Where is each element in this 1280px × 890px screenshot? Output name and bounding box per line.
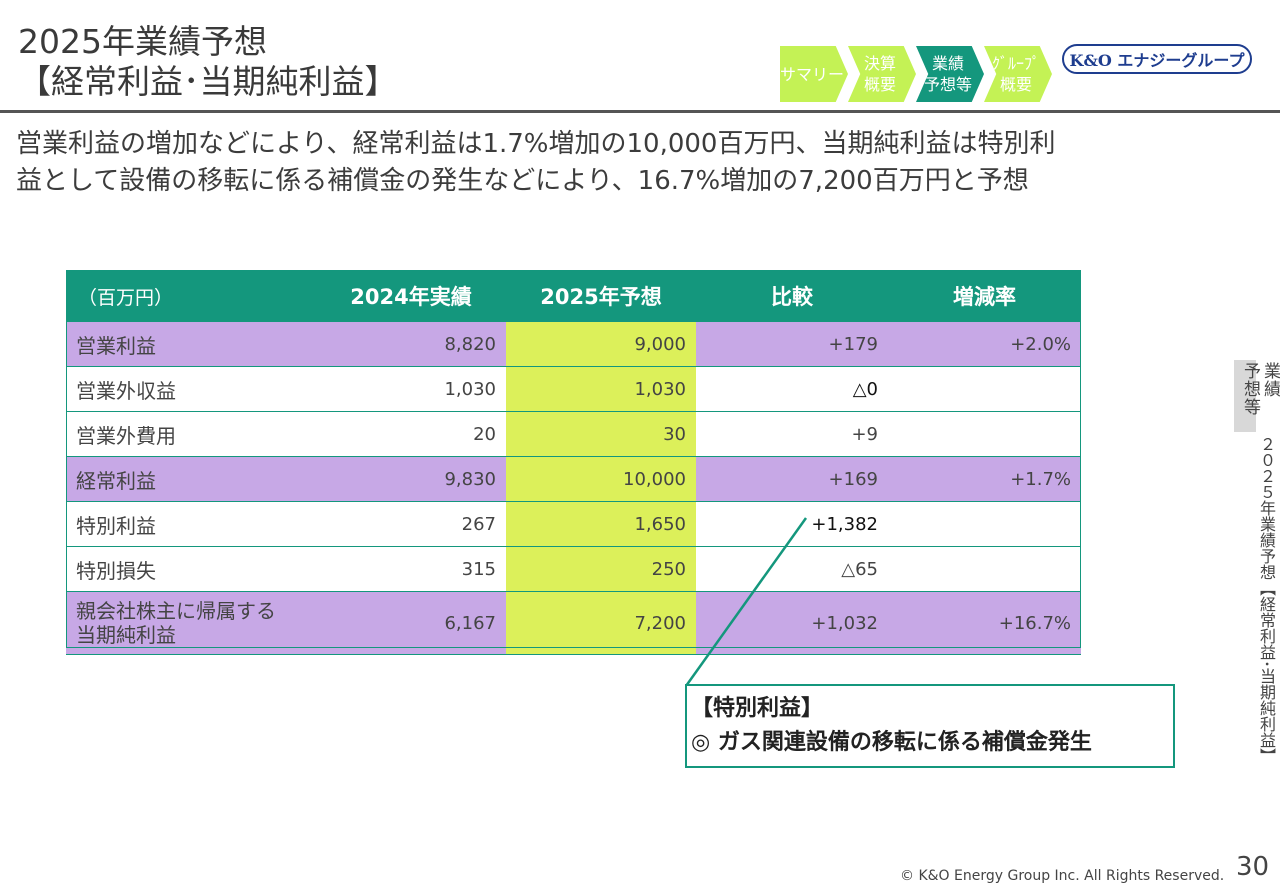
- cell-2024: 20: [316, 411, 506, 457]
- nav-item-financial-overview[interactable]: 決算 概要: [848, 46, 916, 102]
- nav-item-summary-label: サマリー: [779, 64, 844, 84]
- table-header-row: （百万円） 2024年実績 2025年予想 比較 増減率: [66, 270, 1081, 322]
- header-comparison: 比較: [696, 270, 888, 322]
- header-2025-forecast: 2025年予想: [506, 270, 696, 322]
- cell-rate: [888, 366, 1081, 412]
- page-number: 30: [1236, 852, 1270, 882]
- table-row: 経常利益 9,830 10,000 +169 +1.7%: [66, 456, 1081, 502]
- row-label-line1: 親会社株主に帰属する: [76, 599, 276, 623]
- cell-rate: +2.0%: [888, 322, 1081, 367]
- side-tab-label-col1: 業績: [1260, 362, 1280, 398]
- cell-2024: 315: [316, 546, 506, 592]
- cell-2025: 1,650: [506, 501, 696, 547]
- page-title-line1: 2025年業績予想: [18, 22, 267, 61]
- cell-rate: [888, 411, 1081, 457]
- row-label: 営業外費用: [66, 411, 316, 457]
- table-row: 営業利益 8,820 9,000 +179 +2.0%: [66, 322, 1081, 367]
- side-section-tab: [1234, 360, 1256, 432]
- table-row: 営業外収益 1,030 1,030 △0: [66, 366, 1081, 412]
- copyright-footer: © K&O Energy Group Inc. All Rights Reser…: [900, 868, 1225, 884]
- cell-diff: △65: [696, 546, 888, 592]
- cell-diff: +9: [696, 411, 888, 457]
- callout-heading: 【特別利益】: [691, 696, 824, 721]
- cell-rate: +1.7%: [888, 456, 1081, 502]
- cell-2024: 9,830: [316, 456, 506, 502]
- table-row: 特別損失 315 250 △65: [66, 546, 1081, 592]
- cell-2024: 267: [316, 501, 506, 547]
- special-gain-callout: 【特別利益】 ◎ ガス関連設備の移転に係る補償金発生: [685, 684, 1175, 768]
- lead-text-line2: 益として設備の移転に係る補償金の発生などにより、16.7%増加の7,200百万円…: [16, 166, 1029, 196]
- cell-2024: 8,820: [316, 322, 506, 367]
- side-tab-label-col2: 予想等: [1240, 362, 1260, 416]
- nav-item-forecast-label: 業績 予想等: [923, 54, 972, 94]
- cell-2025: 10,000: [506, 456, 696, 502]
- nav-item-summary[interactable]: サマリー: [780, 46, 848, 102]
- side-section-title: ２０２５年業績予想【経常利益･当期純利益】: [1257, 436, 1276, 764]
- row-label: 親会社株主に帰属する 当期純利益: [66, 591, 316, 655]
- cell-2025: 250: [506, 546, 696, 592]
- page-title-line2: 【経常利益･当期純利益】: [18, 62, 398, 101]
- row-label: 営業外収益: [66, 366, 316, 412]
- title-divider: [0, 110, 1280, 113]
- nav-item-group-overview-label: ｸﾞﾙｰﾌﾟ 概要: [991, 54, 1040, 94]
- row-label: 営業利益: [66, 322, 316, 367]
- cell-rate: [888, 546, 1081, 592]
- page-title: 2025年業績予想 【経常利益･当期純利益】: [18, 22, 398, 102]
- nav-item-financial-overview-label: 決算 概要: [863, 54, 896, 94]
- nav-item-group-overview[interactable]: ｸﾞﾙｰﾌﾟ 概要: [984, 46, 1052, 102]
- cell-diff: +179: [696, 322, 888, 367]
- cell-diff: +1,032: [696, 591, 888, 655]
- cell-diff: △0: [696, 366, 888, 412]
- cell-diff: +169: [696, 456, 888, 502]
- cell-rate: +16.7%: [888, 591, 1081, 655]
- cell-rate: [888, 501, 1081, 547]
- results-table: （百万円） 2024年実績 2025年予想 比較 増減率 営業利益 8,820 …: [66, 270, 1081, 655]
- table-row: 親会社株主に帰属する 当期純利益 6,167 7,200 +1,032 +16.…: [66, 591, 1081, 655]
- header-change-rate: 増減率: [888, 270, 1081, 322]
- nav-item-forecast[interactable]: 業績 予想等: [916, 46, 984, 102]
- callout-body: ◎ ガス関連設備の移転に係る補償金発生: [691, 730, 1092, 755]
- row-label: 経常利益: [66, 456, 316, 502]
- cell-2024: 1,030: [316, 366, 506, 412]
- row-label: 特別損失: [66, 546, 316, 592]
- table-row: 特別利益 267 1,650 +1,382: [66, 501, 1081, 547]
- cell-2025: 7,200: [506, 591, 696, 655]
- cell-2025: 30: [506, 411, 696, 457]
- row-label: 特別利益: [66, 501, 316, 547]
- lead-text: 営業利益の増加などにより、経常利益は1.7%増加の10,000百万円、当期純利益…: [16, 126, 1256, 200]
- cell-2024: 6,167: [316, 591, 506, 655]
- cell-2025: 1,030: [506, 366, 696, 412]
- cell-2025: 9,000: [506, 322, 696, 367]
- company-logo: K&O エナジーグループ: [1062, 44, 1252, 74]
- table-row: 営業外費用 20 30 +9: [66, 411, 1081, 457]
- row-label-line2: 当期純利益: [76, 623, 176, 647]
- cell-diff: +1,382: [696, 501, 888, 547]
- header-2024-actual: 2024年実績: [316, 270, 506, 322]
- lead-text-line1: 営業利益の増加などにより、経常利益は1.7%増加の10,000百万円、当期純利益…: [16, 129, 1056, 159]
- company-logo-text: K&O エナジーグループ: [1069, 51, 1245, 70]
- header-unit: （百万円）: [66, 270, 316, 322]
